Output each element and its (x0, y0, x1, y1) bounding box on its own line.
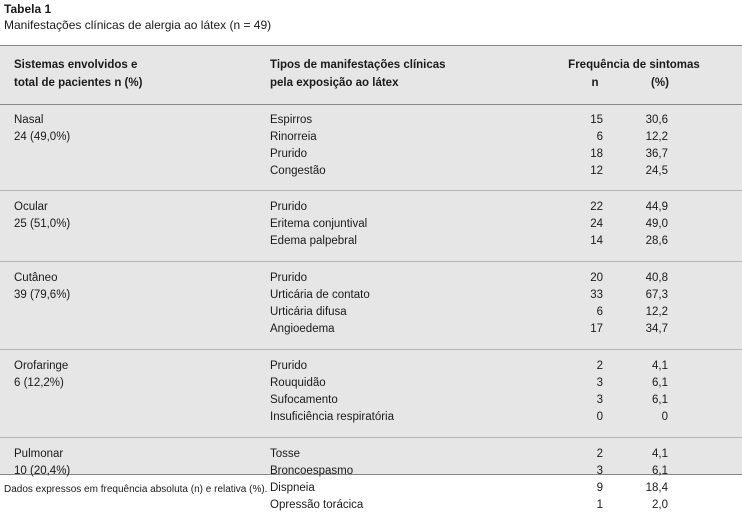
header-systems-line1: Sistemas envolvidos e (14, 59, 138, 71)
manifestation-label: Dispneia (270, 482, 315, 494)
frequency-pct: 24,5 (645, 165, 668, 177)
frequency-pct: 4,1 (652, 360, 668, 372)
table-footnote: Dados expressos em frequência absoluta (… (4, 484, 268, 495)
frequency-n: 3 (596, 465, 603, 477)
frequency-n: 18 (590, 148, 603, 160)
header-pct: (%) (651, 77, 669, 89)
data-table: Sistemas envolvidos e total de pacientes… (0, 45, 742, 511)
manifestation-label: Prurido (270, 360, 308, 372)
frequency-n: 6 (596, 131, 603, 143)
header-systems: Sistemas envolvidos e total de pacientes… (14, 56, 142, 92)
frequency-pct: 34,7 (645, 323, 668, 335)
system-total: 10 (20,4%) (14, 465, 71, 477)
system-total: 39 (79,6%) (14, 289, 71, 301)
frequency-pct: 44,9 (645, 201, 668, 213)
frequency-pct: 28,6 (645, 235, 668, 247)
header-n: n (591, 77, 599, 89)
frequency-n: 3 (596, 394, 603, 406)
system-name: Nasal (14, 114, 44, 126)
system-total: 6 (12,2%) (14, 377, 64, 389)
table-header: Sistemas envolvidos e total de pacientes… (0, 46, 742, 105)
frequency-n: 22 (590, 201, 603, 213)
system-group: Orofaringe 6 (12,2%) Prurido 2 4,1 Rouquidão 3… (0, 349, 742, 438)
frequency-n: 24 (590, 218, 603, 230)
frequency-pct: 67,3 (645, 289, 668, 301)
table-caption-subtitle: Manifestações clínicas de alergia ao lát… (4, 18, 272, 32)
frequency-n: 17 (590, 323, 603, 335)
header-manifestations-line1: Tipos de manifestações clínicas (270, 59, 446, 71)
manifestation-label: Rouquidão (270, 377, 326, 389)
frequency-n: 12 (590, 165, 603, 177)
manifestation-label: Rinorreia (270, 131, 317, 143)
frequency-n: 15 (590, 114, 603, 126)
manifestation-label: Broncoespasmo (270, 465, 354, 477)
frequency-pct: 6,1 (652, 394, 668, 406)
system-group: Pulmonar 10 (20,4%) Tosse 2 4,1 Broncoespasmo… (0, 437, 742, 525)
manifestation-label: Prurido (270, 148, 308, 160)
frequency-pct: 2,0 (652, 499, 668, 511)
header-manifestations: Tipos de manifestações clínicas pela exp… (270, 56, 446, 92)
manifestation-label: Congestão (270, 165, 326, 177)
system-name: Orofaringe (14, 360, 69, 372)
system-total: 25 (51,0%) (14, 218, 71, 230)
frequency-pct: 0 (661, 411, 668, 423)
table-caption-title: Tabela 1 (4, 2, 52, 16)
frequency-pct: 4,1 (652, 448, 668, 460)
frequency-n: 9 (596, 482, 603, 494)
manifestation-label: Tosse (270, 448, 301, 460)
system-name: Pulmonar (14, 448, 64, 460)
frequency-n: 20 (590, 272, 603, 284)
system-name: Ocular (14, 201, 48, 213)
manifestation-label: Urticária difusa (270, 306, 347, 318)
system-group: Ocular 25 (51,0%) Prurido 22 44,9 Eritema con… (0, 190, 742, 262)
frequency-pct: 36,7 (645, 148, 668, 160)
system-group: Nasal 24 (49,0%) Espirros 15 30,6 Rinorreia 6 1… (0, 104, 742, 191)
frequency-pct: 49,0 (645, 218, 668, 230)
manifestation-label: Prurido (270, 272, 308, 284)
manifestation-label: Sufocamento (270, 394, 338, 406)
manifestation-label: Insuficiência respiratória (270, 411, 395, 423)
frequency-n: 2 (596, 360, 603, 372)
header-manifestations-line2: pela exposição ao látex (270, 77, 399, 89)
system-total: 24 (49,0%) (14, 131, 71, 143)
frequency-n: 1 (596, 499, 603, 511)
frequency-n: 33 (590, 289, 603, 301)
manifestation-label: Eritema conjuntival (270, 218, 368, 230)
header-frequency: Frequência de sintomas (568, 59, 700, 71)
frequency-n: 3 (596, 377, 603, 389)
frequency-pct: 6,1 (652, 465, 668, 477)
frequency-pct: 12,2 (645, 131, 668, 143)
system-name: Cutâneo (14, 272, 58, 284)
manifestation-label: Urticária de contato (270, 289, 370, 301)
manifestation-label: Edema palpebral (270, 235, 357, 247)
manifestation-label: Angioedema (270, 323, 335, 335)
frequency-pct: 18,4 (645, 482, 668, 494)
frequency-pct: 6,1 (652, 377, 668, 389)
system-group: Cutâneo 39 (79,6%) Prurido 20 40,8 Urticária … (0, 261, 742, 350)
frequency-pct: 40,8 (645, 272, 668, 284)
frequency-n: 6 (596, 306, 603, 318)
manifestation-label: Prurido (270, 201, 308, 213)
manifestation-label: Opressão torácica (270, 499, 364, 511)
frequency-n: 2 (596, 448, 603, 460)
manifestation-label: Espirros (270, 114, 313, 126)
header-systems-line2: total de pacientes n (%) (14, 77, 143, 89)
frequency-n: 14 (590, 235, 603, 247)
frequency-pct: 12,2 (645, 306, 668, 318)
frequency-pct: 30,6 (645, 114, 668, 126)
frequency-n: 0 (596, 411, 603, 423)
